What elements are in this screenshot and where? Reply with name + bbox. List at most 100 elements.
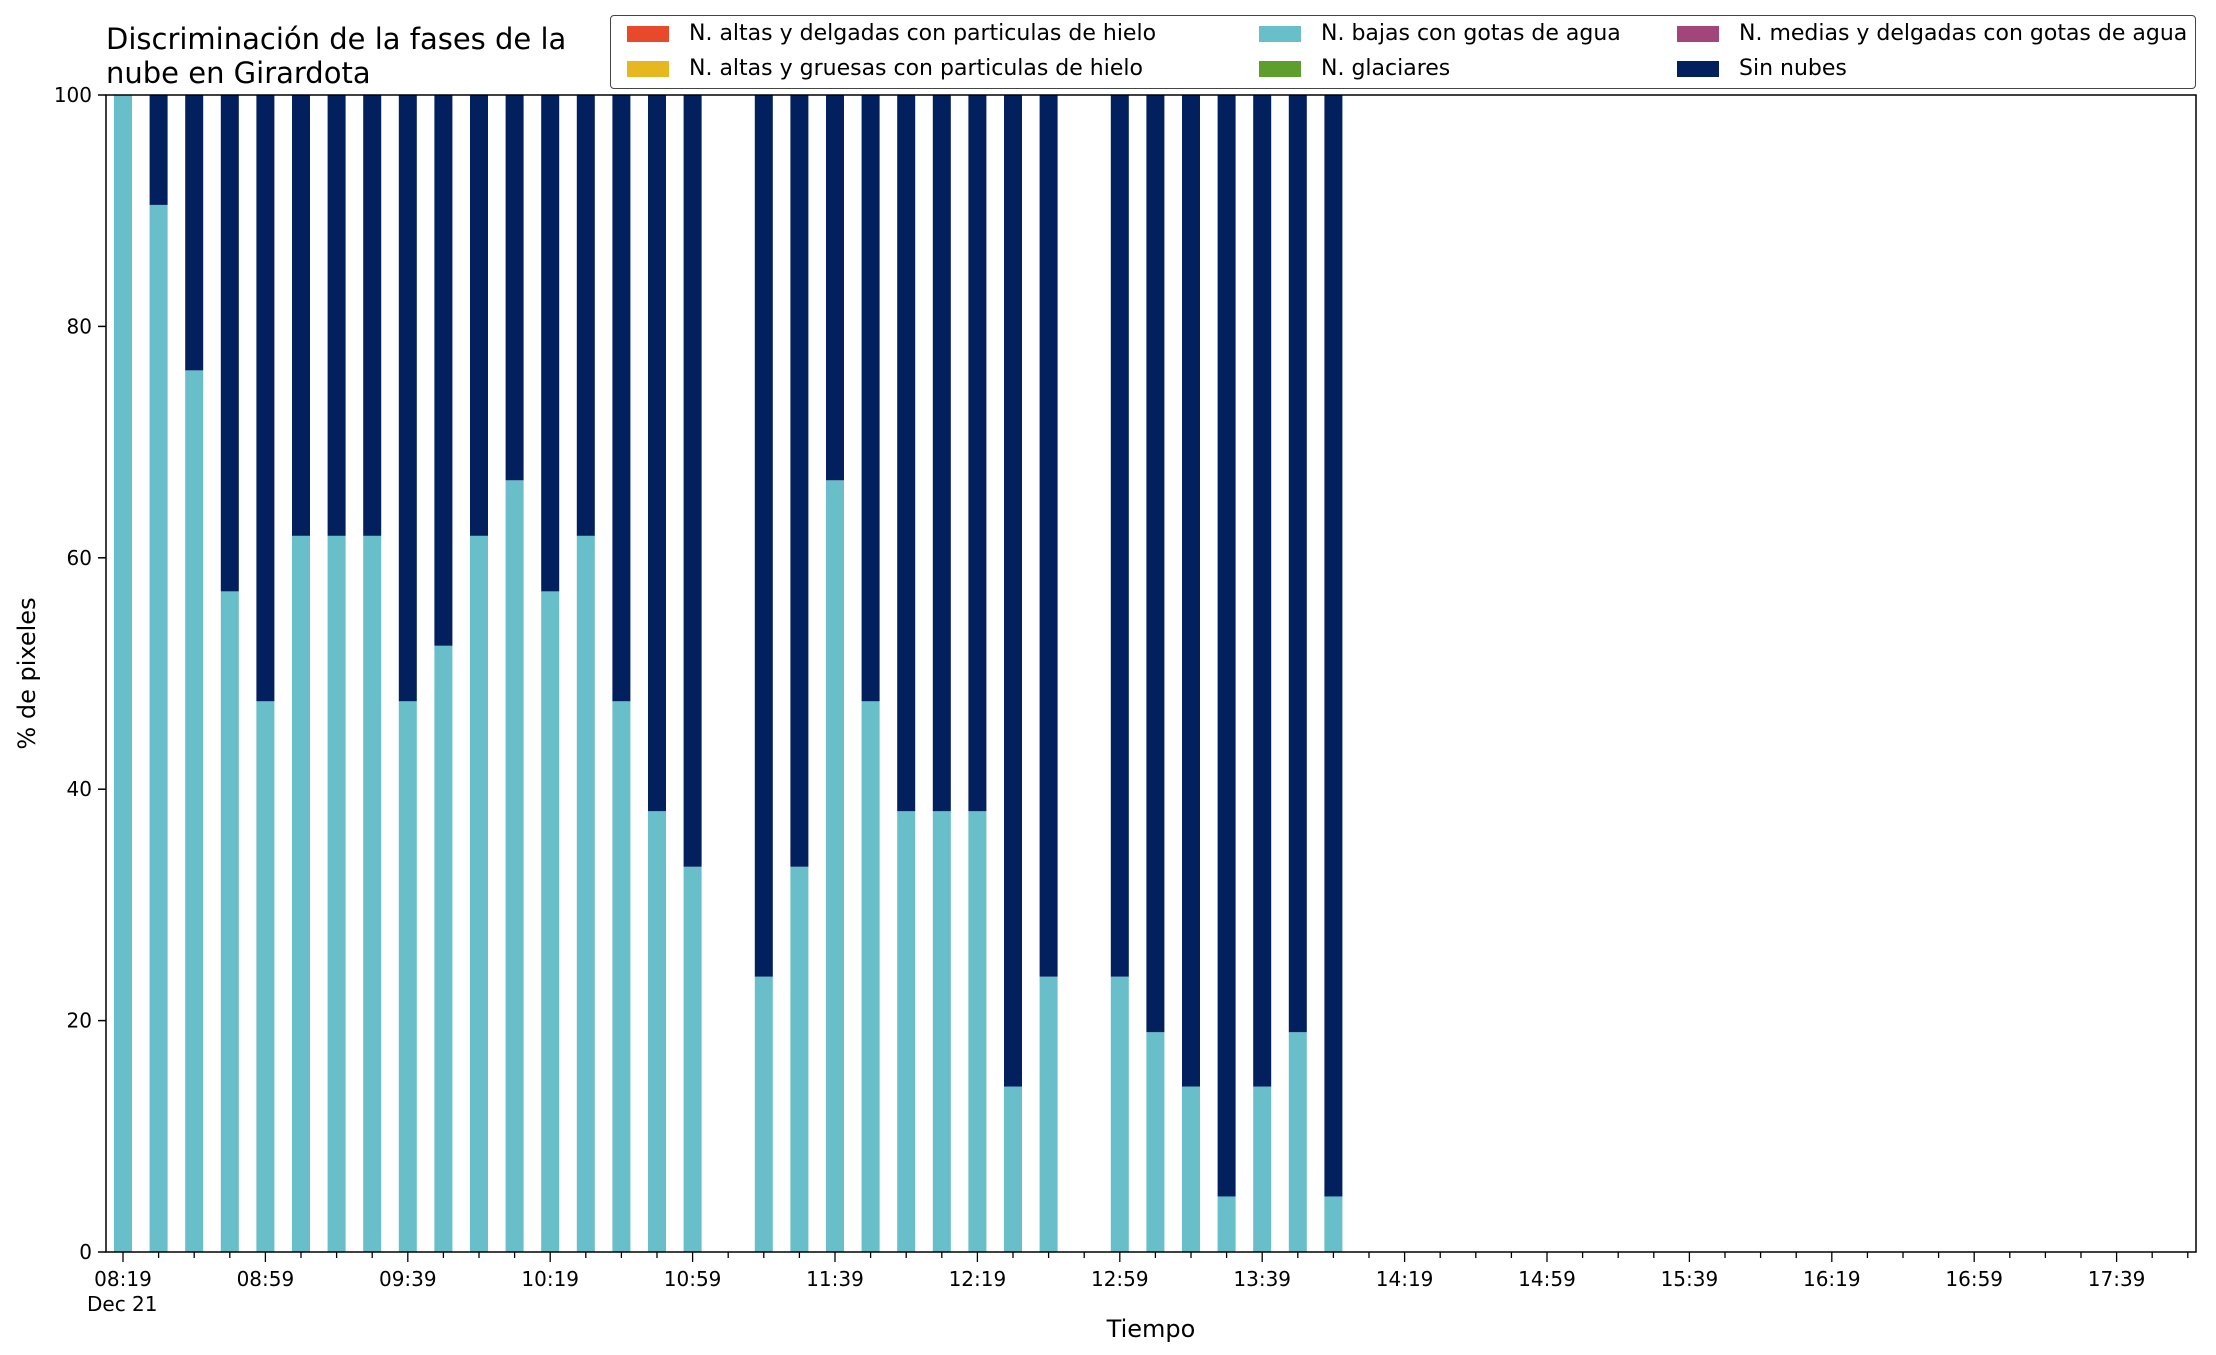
x-tick-label: 14:59 [1518,1267,1576,1291]
bar-1139-s5 [826,95,844,481]
bar-1029-s5 [576,95,595,536]
bar-1049-s5 [648,95,666,812]
y-tick-label: 60 [67,546,92,570]
bar-0849-s2 [220,591,239,1252]
bar-0849-s5 [220,95,239,592]
bar-1219-s5 [968,95,987,812]
bar-1159-s2 [897,811,916,1252]
legend-label: N. glaciares [1321,56,1451,81]
x-tick-label: 17:39 [2088,1267,2146,1291]
legend-swatch [627,60,669,77]
bar-1119-s2 [754,976,773,1252]
bar-0909-s2 [292,535,310,1252]
bar-1329-s5 [1217,95,1236,1197]
bar-1129-s5 [790,95,809,867]
bar-1229-s5 [1004,95,1022,1087]
bar-1309-s2 [1146,1032,1165,1252]
bar-0939-s5 [398,95,417,702]
legend-item: N. altas y gruesas con particulas de hie… [627,56,1143,81]
bar-1149-s2 [861,701,880,1252]
x-tick-label: 16:19 [1803,1267,1861,1291]
x-tick-label: 13:39 [1233,1267,1291,1291]
bar-0959-s5 [470,95,488,536]
bar-1329-s2 [1217,1196,1236,1252]
bar-1039-s5 [612,95,631,702]
legend-swatch [1259,25,1301,42]
legend-item: N. bajas con gotas de agua [1259,21,1621,46]
bar-1309-s5 [1146,95,1165,1033]
x-tick-label: 10:19 [521,1267,579,1291]
legend-label: Sin nubes [1739,56,1847,81]
bar-1029-s2 [576,535,595,1252]
x-tick-label: 08:19 [94,1267,152,1291]
bar-1239-s5 [1039,95,1058,977]
x-tick-label: 16:59 [1945,1267,2003,1291]
y-tick-label: 100 [54,83,92,107]
bar-1359-s2 [1324,1196,1343,1252]
x-tick-label: 11:39 [806,1267,864,1291]
bar-1229-s2 [1004,1086,1022,1252]
plot-frame [105,94,2197,1253]
bar-1019-s5 [541,95,560,592]
legend-item: N. medias y delgadas con gotas de agua [1677,21,2187,46]
bar-0839-s2 [185,370,204,1253]
bar-0919-s2 [327,535,346,1252]
bar-1239-s2 [1039,976,1058,1252]
bar-1219-s2 [968,811,987,1252]
bar-1339-s2 [1253,1086,1272,1252]
x-tick-label: 14:19 [1376,1267,1434,1291]
bar-0839-s5 [185,95,204,371]
bar-1319-s2 [1182,1086,1200,1252]
legend-item: N. glaciares [1259,56,1450,81]
x-tick-label: 09:39 [379,1267,437,1291]
x-tick-label: Dec 21 [87,1292,158,1316]
legend-swatch [1677,25,1719,42]
bar-1019-s2 [541,591,560,1252]
bar-0909-s5 [292,95,310,536]
legend: N. altas y delgadas con particulas de hi… [610,15,2196,89]
bar-0959-s2 [470,535,488,1252]
bar-0859-s5 [256,95,275,702]
bar-1349-s5 [1288,95,1307,1033]
bar-1149-s5 [861,95,880,702]
y-axis-label: % de pixeles [13,597,41,749]
x-tick-label: 15:39 [1661,1267,1719,1291]
bar-1059-s2 [683,866,702,1252]
legend-swatch [1259,60,1301,77]
bar-0919-s5 [327,95,346,536]
bar-0819-s2 [114,95,132,1252]
y-tick-label: 80 [67,314,92,338]
x-tick-label: 12:19 [949,1267,1007,1291]
bar-1319-s5 [1182,95,1200,1087]
bar-1209-s2 [932,811,951,1252]
bar-1259-s5 [1110,95,1129,977]
legend-swatch [1677,60,1719,77]
x-tick-label: 10:59 [664,1267,722,1291]
bar-0949-s2 [434,645,453,1252]
bar-1039-s2 [612,701,631,1252]
legend-item: N. altas y delgadas con particulas de hi… [627,21,1156,46]
bar-1359-s5 [1324,95,1343,1197]
bar-0949-s5 [434,95,453,646]
bar-1009-s2 [505,480,524,1252]
bar-0939-s2 [398,701,417,1252]
bar-1119-s5 [754,95,773,977]
y-tick-label: 0 [79,1240,92,1264]
bar-1139-s2 [826,480,844,1252]
legend-item: Sin nubes [1677,56,1847,81]
bar-1209-s5 [932,95,951,812]
x-tick-label: 08:59 [237,1267,295,1291]
chart-title: Discriminación de la fases de la nube en… [106,22,567,90]
legend-label: N. altas y delgadas con particulas de hi… [689,21,1157,46]
bar-1049-s2 [648,811,666,1252]
bar-1159-s5 [897,95,916,812]
bar-1059-s5 [683,95,702,867]
legend-label: N. medias y delgadas con gotas de agua [1739,21,2188,46]
bar-0929-s5 [363,95,382,536]
x-tick-label: 12:59 [1091,1267,1149,1291]
bar-1259-s2 [1110,976,1129,1252]
y-tick-label: 40 [67,777,92,801]
legend-label: N. altas y gruesas con particulas de hie… [689,56,1143,81]
legend-label: N. bajas con gotas de agua [1321,21,1621,46]
